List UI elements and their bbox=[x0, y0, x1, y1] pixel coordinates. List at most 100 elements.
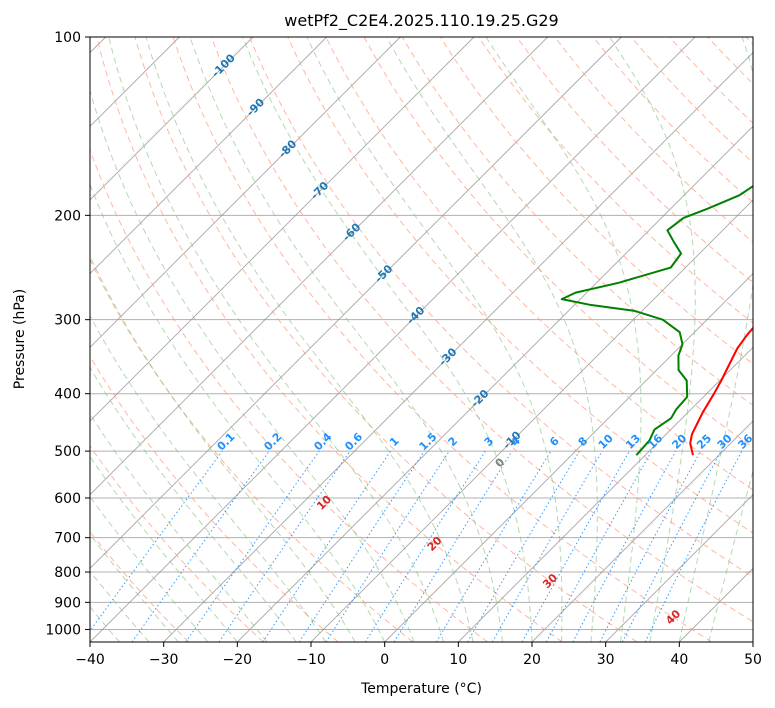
moist-adiabat-line bbox=[306, 37, 563, 642]
mixing-ratio-label: 3 bbox=[482, 434, 497, 449]
isotherm-line bbox=[752, 641, 753, 642]
x-axis-label: Temperature (°C) bbox=[360, 681, 482, 697]
dry-adiabat-line bbox=[249, 37, 753, 578]
mixing-ratio-line bbox=[218, 450, 351, 642]
isotherm-label: -60 bbox=[340, 220, 363, 243]
isotherm-line bbox=[237, 125, 753, 642]
chart-title: wetPf2_C2E4.2025.110.19.25.G29 bbox=[284, 11, 558, 31]
mixing-ratio-label: 0.6 bbox=[342, 430, 365, 453]
y-tick-label: 700 bbox=[54, 531, 81, 547]
x-tick-label: 20 bbox=[523, 652, 541, 668]
moist-adiabat-label: 0 bbox=[493, 455, 508, 470]
mixing-ratio-label: 25 bbox=[694, 432, 714, 452]
y-tick-label: 300 bbox=[54, 313, 81, 329]
mixing-ratio-line bbox=[90, 450, 223, 632]
mixing-ratio-label: 8 bbox=[576, 434, 591, 449]
dry-adiabat-line bbox=[96, 37, 563, 642]
x-tick-label: −30 bbox=[149, 652, 179, 668]
y-tick-label: 200 bbox=[54, 208, 81, 224]
moist-adiabat-line bbox=[485, 37, 642, 642]
moist-adiabat-line bbox=[108, 37, 445, 642]
x-tick-label: −40 bbox=[75, 652, 105, 668]
mixing-ratio-label: 16 bbox=[645, 431, 665, 451]
dry-adiabat-label: 30 bbox=[540, 571, 560, 591]
isotherm-label: -100 bbox=[209, 51, 238, 80]
y-tick-label: 600 bbox=[54, 491, 81, 507]
dry-adiabat-line bbox=[363, 37, 753, 448]
isotherm-line bbox=[90, 37, 254, 201]
dry-adiabat-line bbox=[516, 37, 753, 283]
moist-adiabat-line bbox=[708, 469, 753, 642]
isotherm-label: -90 bbox=[244, 96, 267, 119]
isotherm-label: -50 bbox=[372, 262, 395, 285]
isotherm-line bbox=[90, 37, 622, 569]
isotherm-line bbox=[90, 37, 401, 348]
mixing-ratio-label: 1.5 bbox=[417, 430, 440, 453]
dry-adiabat-line bbox=[210, 37, 753, 623]
data-series bbox=[560, 184, 753, 456]
mixing-ratio-line bbox=[599, 450, 701, 642]
mixing-ratio-label: 1 bbox=[387, 434, 402, 449]
moist-adiabat-line bbox=[90, 183, 386, 642]
y-tick-label: 900 bbox=[54, 595, 81, 611]
x-tick-label: −20 bbox=[223, 652, 253, 668]
mixing-ratio-line bbox=[131, 450, 270, 642]
y-axis-ticks: 100 200 300 400 500 600 700 800 900 1000 bbox=[45, 30, 90, 638]
dry-adiabat-line bbox=[90, 148, 488, 642]
mixing-ratio-label: 0.2 bbox=[261, 430, 284, 453]
isotherm-line bbox=[90, 37, 548, 496]
moist-adiabat-line bbox=[242, 37, 533, 642]
moist-adiabat-line bbox=[90, 314, 327, 642]
x-tick-label: 40 bbox=[670, 652, 688, 668]
isotherm-line bbox=[90, 37, 327, 275]
dry-adiabat-line bbox=[439, 37, 753, 365]
isotherm-line bbox=[531, 420, 753, 642]
mixing-ratio-label: 20 bbox=[669, 431, 689, 451]
dry-adiabat-label: 40 bbox=[663, 607, 683, 627]
dry-adiabat-line bbox=[478, 37, 753, 324]
temperature-line bbox=[689, 326, 753, 456]
isotherm-line bbox=[90, 37, 475, 422]
plot-frame bbox=[89, 36, 754, 643]
dry-adiabat-label: 20 bbox=[425, 534, 445, 554]
isotherm-line bbox=[384, 273, 753, 642]
x-tick-label: 50 bbox=[744, 652, 762, 668]
x-tick-label: −10 bbox=[296, 652, 326, 668]
dry-adiabat-line bbox=[325, 37, 753, 491]
y-tick-label: 500 bbox=[54, 444, 81, 460]
mixing-ratio-line bbox=[393, 450, 513, 642]
dry-adiabat-line bbox=[669, 37, 753, 124]
moist-adiabat-line bbox=[385, 37, 598, 642]
x-tick-label: 30 bbox=[597, 652, 615, 668]
mixing-ratio-line bbox=[572, 450, 677, 642]
isotherm-line bbox=[605, 494, 753, 642]
dry-adiabat-line bbox=[134, 37, 638, 642]
dry-adiabat-line bbox=[592, 37, 753, 204]
moist-adiabat-line bbox=[90, 455, 238, 642]
moist-adiabat-line bbox=[90, 89, 415, 642]
x-axis-ticks: −40 −30 −20 −10 0 10 20 30 40 50 bbox=[75, 642, 762, 668]
mixing-ratio-label: 2 bbox=[446, 434, 461, 449]
isotherm-label: -70 bbox=[308, 179, 331, 202]
mixing-ratio-line bbox=[545, 450, 653, 642]
mixing-ratio-label: 0.4 bbox=[311, 430, 334, 453]
moist-adiabat-line bbox=[90, 533, 179, 642]
moist-adiabat-line bbox=[609, 37, 696, 642]
mixing-ratio-line bbox=[521, 450, 630, 642]
mixing-ratio-line bbox=[185, 450, 320, 642]
y-tick-label: 800 bbox=[54, 565, 81, 581]
mixing-ratio-line bbox=[325, 450, 450, 642]
isotherm-line bbox=[163, 52, 753, 642]
mixing-ratio-label: 10 bbox=[596, 431, 616, 451]
mixing-ratio-line bbox=[298, 450, 425, 642]
mixing-ratio-line bbox=[262, 450, 392, 642]
isotherm-label: -80 bbox=[276, 137, 299, 160]
isotherm-line bbox=[310, 199, 753, 642]
y-tick-label: 1000 bbox=[45, 622, 81, 638]
moist-adiabat-line bbox=[90, 495, 209, 642]
dry-adiabat-line bbox=[554, 37, 753, 243]
dry-adiabat-line bbox=[745, 37, 753, 45]
isotherm-label: -30 bbox=[436, 345, 459, 368]
x-tick-label: 10 bbox=[449, 652, 467, 668]
